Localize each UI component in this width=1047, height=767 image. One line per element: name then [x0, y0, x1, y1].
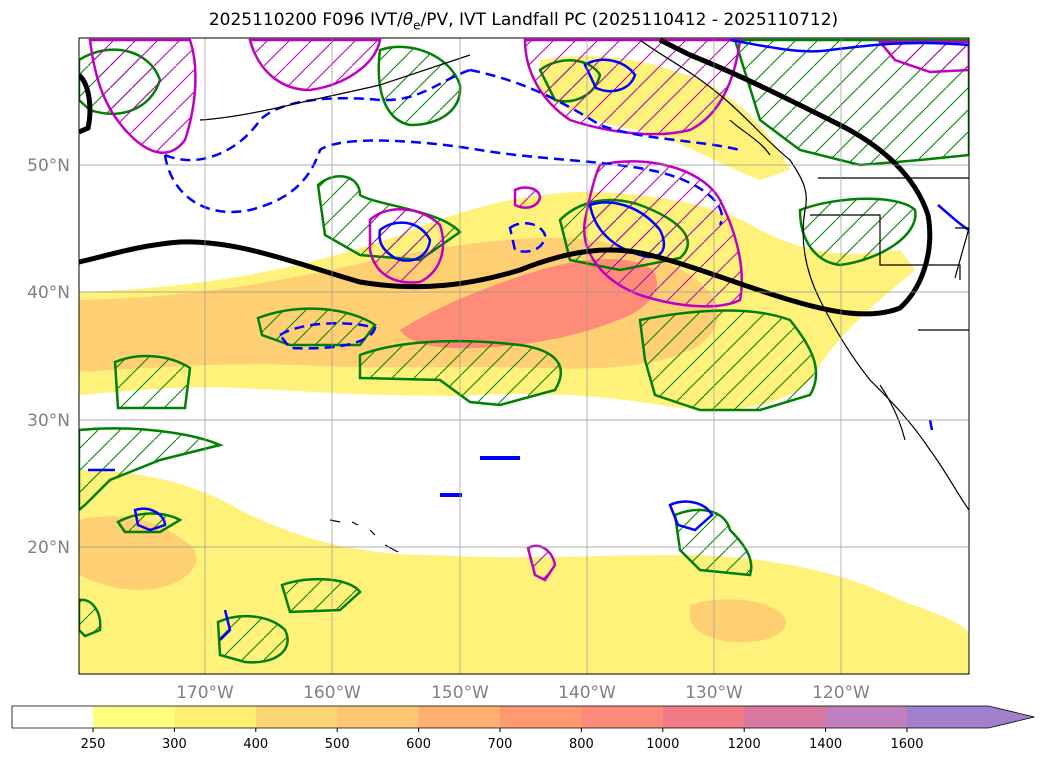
- landfall-pc-contour: [79, 73, 93, 135]
- lon-tick-label: 140°W: [558, 683, 616, 703]
- pv-contour: [378, 221, 432, 262]
- theta-e-region: [79, 598, 102, 638]
- magenta-region: [248, 38, 382, 92]
- lon-tick-label: 150°W: [431, 683, 489, 703]
- colorbar-tick-label: 400: [243, 737, 268, 752]
- coastlines: [199, 39, 969, 553]
- pv-contour: [133, 507, 167, 532]
- canada-islands: [729, 119, 771, 156]
- us-state-border: [810, 214, 961, 280]
- lon-tick-label: 130°W: [685, 683, 743, 703]
- magenta-region: [877, 40, 969, 74]
- alaska-coast: [199, 54, 471, 121]
- map-frame: [78, 37, 970, 675]
- colorbar-segment: [418, 706, 501, 728]
- lon-tick-labels: 170°W 160°W 150°W 140°W 130°W 120°W: [176, 683, 870, 703]
- us-state-border: [954, 227, 969, 279]
- colorbar-tick-label: 800: [569, 737, 594, 752]
- theta-e-region: [113, 354, 192, 410]
- colorbar: 250 300 400 500 600 700 800 1000 1200 1400 1600: [11, 705, 1035, 752]
- colorbar-tick-label: 600: [406, 737, 431, 752]
- lon-tick-label: 120°W: [812, 683, 870, 703]
- pv-contour: [588, 201, 666, 259]
- lon-tick-label: 170°W: [176, 683, 234, 703]
- magenta-region: [88, 38, 197, 154]
- title-theta: θ: [402, 10, 414, 30]
- colorbar-segment: [825, 706, 908, 728]
- colorbar-segment: [581, 706, 664, 728]
- baja-coast: [879, 384, 906, 441]
- colorbar-segment: [500, 706, 582, 728]
- north-america-coast: [639, 39, 969, 511]
- colorbar-tick-label: 1600: [890, 737, 923, 752]
- hawaii-islands: [329, 519, 399, 553]
- title-prefix: 2025110200 F096 IVT/: [208, 10, 403, 30]
- magenta-contours: [88, 38, 969, 582]
- pv-contour: [219, 609, 232, 641]
- theta-e-region: [216, 615, 289, 664]
- magenta-region: [526, 544, 557, 582]
- theta-e-region: [733, 38, 969, 167]
- map-layers: [79, 38, 969, 674]
- lat-tick-label: 20°N: [27, 538, 70, 558]
- lat-tick-label: 30°N: [27, 411, 70, 431]
- colorbar-segment: [255, 706, 338, 728]
- theta-e-region: [377, 45, 462, 127]
- colorbar-segment: [12, 706, 93, 728]
- pv-contour: [729, 38, 969, 53]
- pv-dashed-contour: [278, 322, 377, 350]
- colorbar-tick-label: 250: [81, 737, 106, 752]
- colorbar-tick-label: 1200: [728, 737, 761, 752]
- pv-dashed-contour: [508, 222, 547, 253]
- lat-tick-label: 50°N: [27, 156, 70, 176]
- theta-e-region: [116, 512, 183, 534]
- colorbar-segment: [93, 706, 175, 728]
- pv-contours: [88, 38, 969, 641]
- lat-tick-label: 40°N: [27, 283, 70, 303]
- theta-e-region: [256, 307, 377, 347]
- figure-title: 2025110200 F096 IVT/θe/PV, IVT Landfall …: [0, 10, 1047, 32]
- colorbar-segment: [744, 706, 827, 728]
- colorbar-tick-label: 1000: [646, 737, 679, 752]
- title-suffix: /PV, IVT Landfall PC (2025110412 - 20251…: [420, 10, 839, 30]
- theta-e-region: [280, 577, 362, 614]
- theta-e-region: [673, 508, 753, 577]
- theta-e-region: [79, 427, 224, 512]
- colorbar-tick-label: 700: [488, 737, 513, 752]
- ivt-fill-high: [400, 258, 657, 349]
- colorbar-tick-label: 300: [162, 737, 187, 752]
- magenta-region: [368, 208, 445, 284]
- pv-contour: [583, 58, 637, 93]
- theta-e-region: [638, 309, 818, 412]
- colorbar-tick-label: 500: [325, 737, 350, 752]
- landfall-pc-contour: [79, 38, 933, 317]
- lat-tick-labels: 20°N 30°N 40°N 50°N: [27, 156, 70, 558]
- pv-contour: [928, 419, 934, 431]
- lon-tick-label: 160°W: [303, 683, 361, 703]
- colorbar-outline: [11, 705, 1035, 729]
- title-theta-sub: e: [413, 18, 421, 33]
- colorbar-tick-label: 1400: [809, 737, 842, 752]
- pv-contour: [668, 500, 714, 532]
- colorbar-extend-arrow: [907, 706, 1035, 728]
- grid-lines: [79, 38, 969, 674]
- colorbar-segment: [337, 706, 420, 728]
- magenta-region: [513, 186, 542, 209]
- colorbar-segment: [662, 706, 745, 728]
- ivt-fill-mid-south: [79, 516, 197, 590]
- colorbar-segment: [174, 706, 257, 728]
